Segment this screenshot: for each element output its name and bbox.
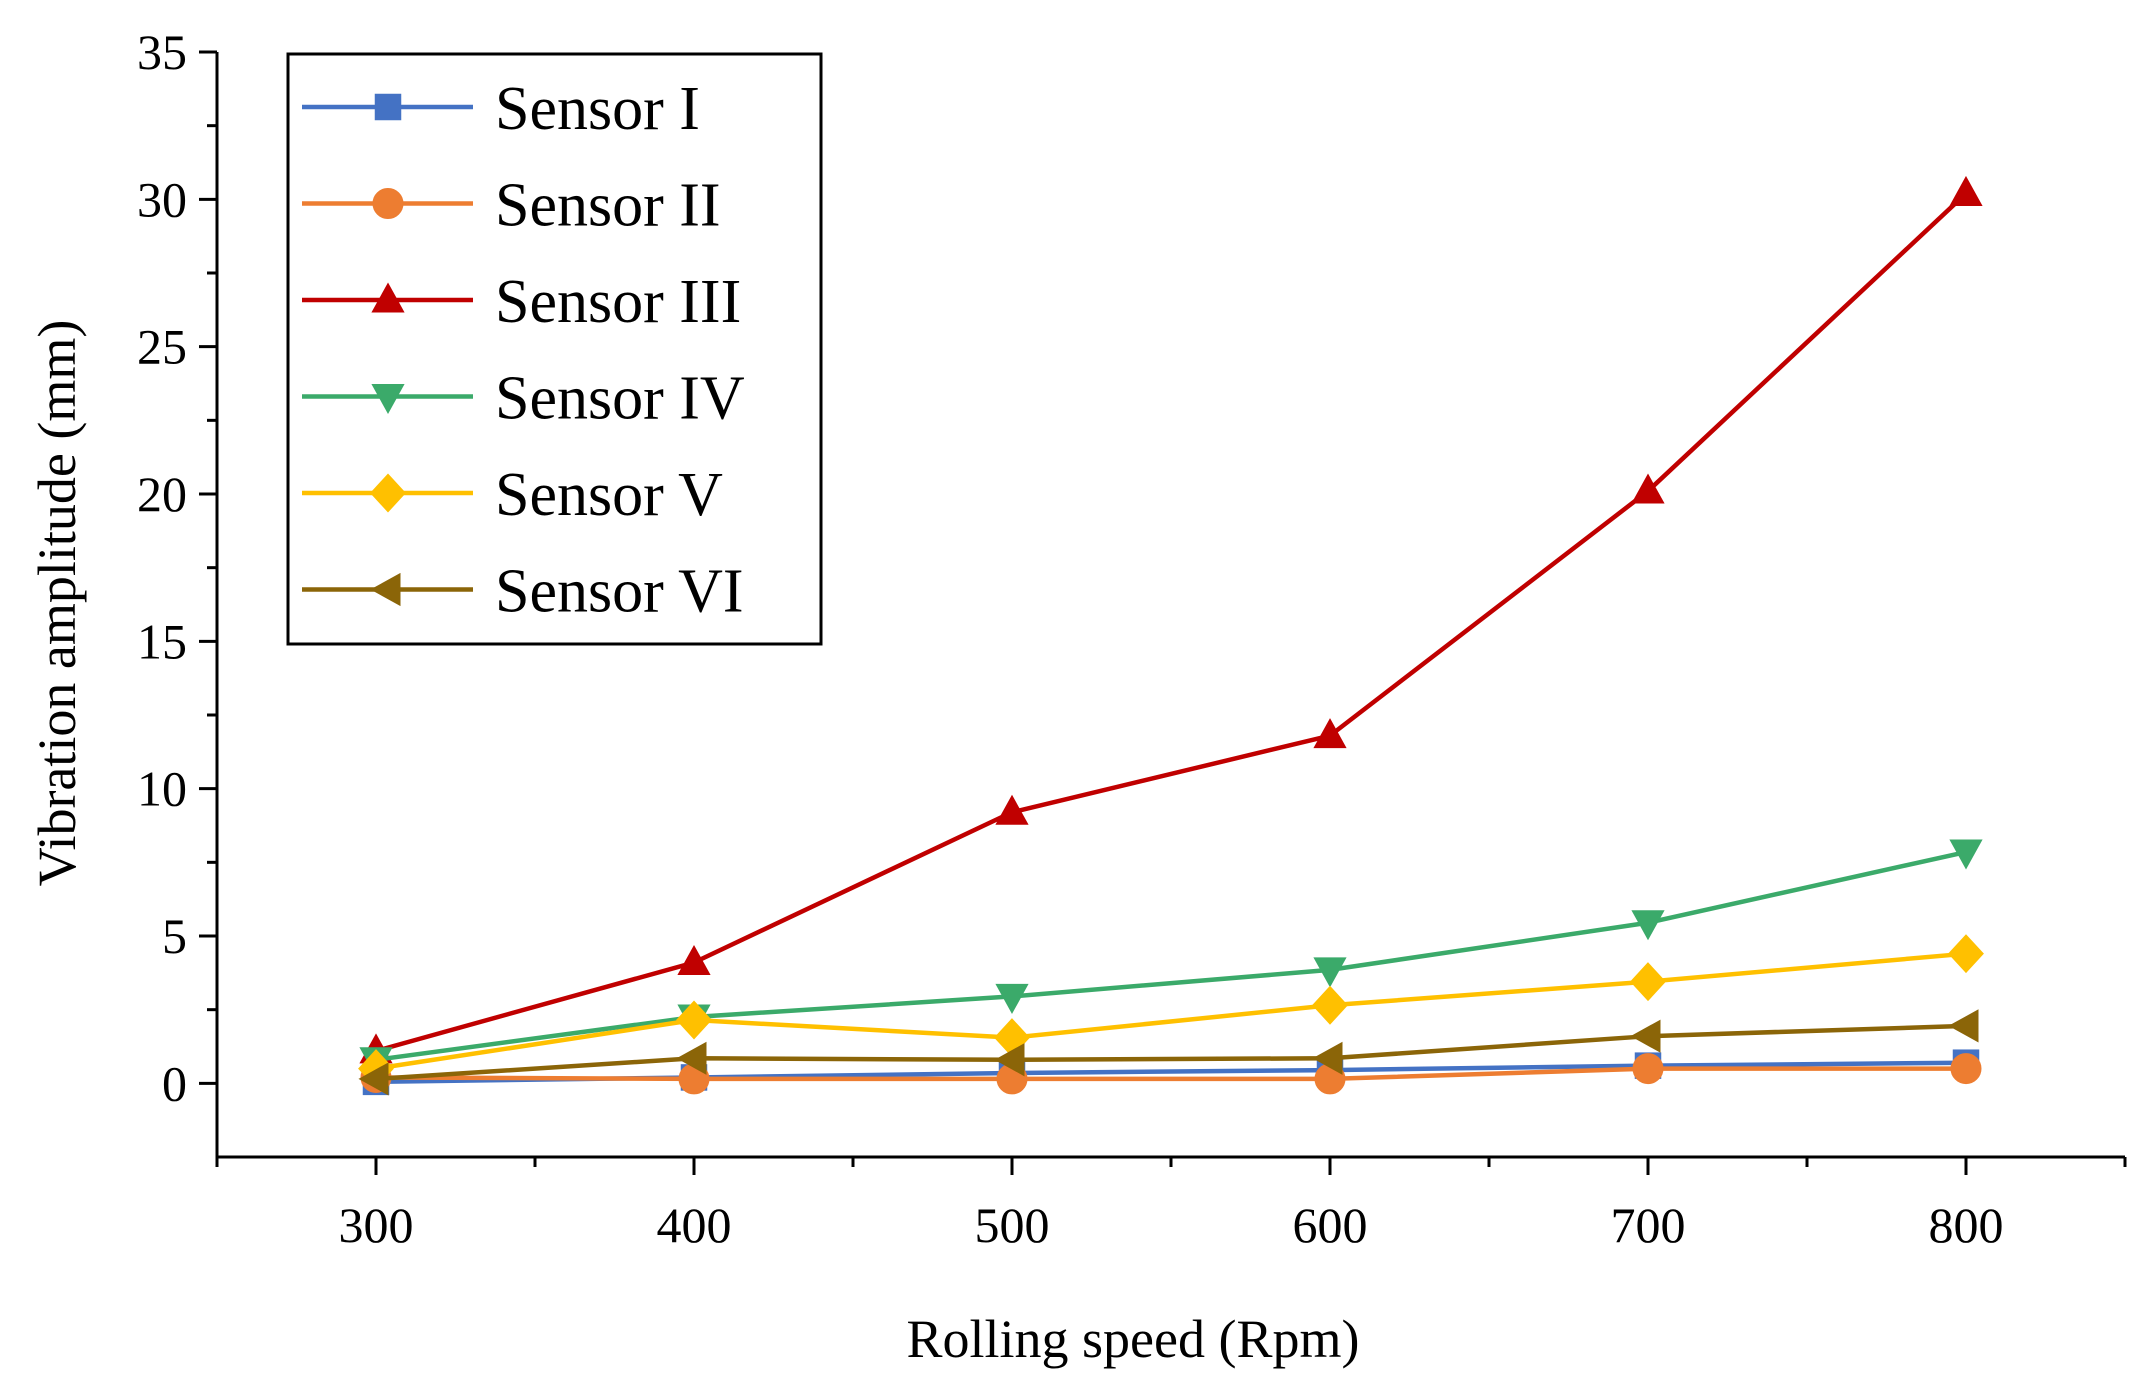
data-point <box>1948 1009 1979 1043</box>
data-point <box>1313 718 1347 749</box>
y-tick-label: 10 <box>137 761 187 817</box>
legend-item: Sensor III <box>302 268 741 336</box>
data-point <box>1949 839 1983 870</box>
legend-label: Sensor VI <box>495 558 744 626</box>
legend: Sensor I Sensor II Sensor III Sensor IV Sens… <box>286 52 823 646</box>
legend-marker <box>372 188 404 219</box>
y-tick-label: 35 <box>137 24 187 80</box>
legend-label: Sensor III <box>495 268 741 336</box>
legend-box <box>286 52 823 646</box>
series-line <box>375 1066 1966 1082</box>
data-point <box>358 1062 389 1096</box>
data-point <box>1631 910 1665 941</box>
data-point <box>677 944 711 976</box>
data-point <box>995 983 1029 1014</box>
legend-item: Sensor II <box>302 172 721 240</box>
series-6 <box>358 1009 1979 1096</box>
y-tick-label: 20 <box>137 466 187 522</box>
x-tick-label: 800 <box>1929 1197 2004 1253</box>
series-line <box>375 951 1967 1071</box>
y-tick-label: 0 <box>162 1055 187 1111</box>
data-point <box>676 1000 712 1040</box>
data-point <box>994 1043 1025 1077</box>
legend-marker <box>374 93 402 121</box>
data-point <box>676 1041 707 1075</box>
legend-item: Sensor IV <box>302 365 745 433</box>
data-point <box>1632 1053 1664 1085</box>
y-tick-label: 15 <box>137 613 187 669</box>
data-point <box>1312 985 1348 1025</box>
x-tick-label: 600 <box>1293 1197 1368 1253</box>
data-point <box>1949 175 1983 206</box>
legend-marker <box>370 473 406 513</box>
data-point <box>1313 957 1347 988</box>
series-line <box>375 1023 1967 1082</box>
x-tick-label: 500 <box>975 1197 1050 1253</box>
series-4 <box>359 839 1983 1078</box>
y-tick-label: 5 <box>162 908 187 964</box>
legend-marker <box>370 572 401 607</box>
legend-marker <box>371 384 405 415</box>
legend-label: Sensor IV <box>495 365 745 433</box>
data-point <box>995 794 1029 825</box>
x-tick-label: 700 <box>1611 1197 1686 1253</box>
data-point <box>1950 1053 1982 1085</box>
series-line <box>375 191 1968 1054</box>
series-group <box>358 175 1984 1096</box>
y-axis-title: Vibration amplitude (mm) <box>27 320 87 887</box>
legend-item: Sensor I <box>302 75 700 143</box>
series-line <box>375 849 1967 1062</box>
y-tick-label: 30 <box>137 171 187 227</box>
x-tick-label: 300 <box>339 1197 414 1253</box>
legend-label: Sensor II <box>495 172 721 240</box>
data-point <box>1630 962 1666 1002</box>
data-point <box>1630 1019 1661 1053</box>
legend-label: Sensor I <box>495 75 700 143</box>
legend-item: Sensor V <box>302 461 723 529</box>
axes: 0 5 10 15 20 25 30 35 300 400 500 600 700 800 <box>137 24 2127 1253</box>
series-1 <box>362 1049 1980 1096</box>
data-point <box>1631 473 1665 504</box>
data-point <box>1312 1041 1343 1075</box>
legend-marker <box>371 282 405 313</box>
x-axis-title: Rolling speed (Rpm) <box>907 1309 1360 1369</box>
x-tick-label: 400 <box>657 1197 732 1253</box>
y-tick-label: 25 <box>137 319 187 375</box>
data-point <box>1948 934 1984 974</box>
legend-label: Sensor V <box>495 461 723 529</box>
legend-item: Sensor VI <box>302 558 744 626</box>
